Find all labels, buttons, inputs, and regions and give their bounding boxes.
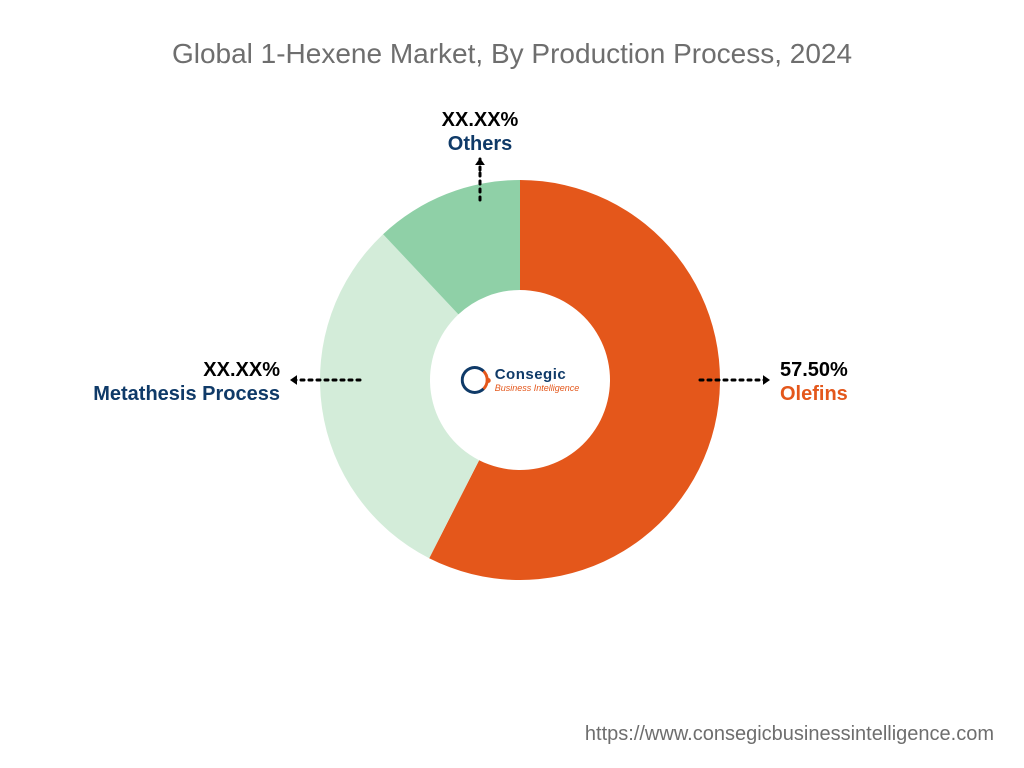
logo-tagline: Business Intelligence: [495, 384, 580, 393]
logo-name: Consegic: [495, 367, 580, 382]
brand-logo: Consegic Business Intelligence: [461, 366, 580, 394]
callout-percent: XX.XX%: [360, 108, 600, 132]
callout-label: Olefins: [780, 382, 848, 406]
callout-others: XX.XX% Others: [360, 108, 600, 156]
donut-chart: Consegic Business Intelligence: [320, 180, 720, 580]
footer-url: https://www.consegicbusinessintelligence…: [585, 723, 994, 746]
callout-metathesis: XX.XX% Metathesis Process: [0, 358, 280, 406]
callout-olefins: 57.50% Olefins: [780, 358, 848, 406]
callout-percent: 57.50%: [780, 358, 848, 382]
logo-text: Consegic Business Intelligence: [495, 367, 580, 393]
callout-percent: XX.XX%: [0, 358, 280, 382]
callout-label: Metathesis Process: [0, 382, 280, 406]
chart-title: Global 1-Hexene Market, By Production Pr…: [0, 38, 1024, 70]
logo-icon: [461, 366, 489, 394]
callout-label: Others: [360, 132, 600, 156]
